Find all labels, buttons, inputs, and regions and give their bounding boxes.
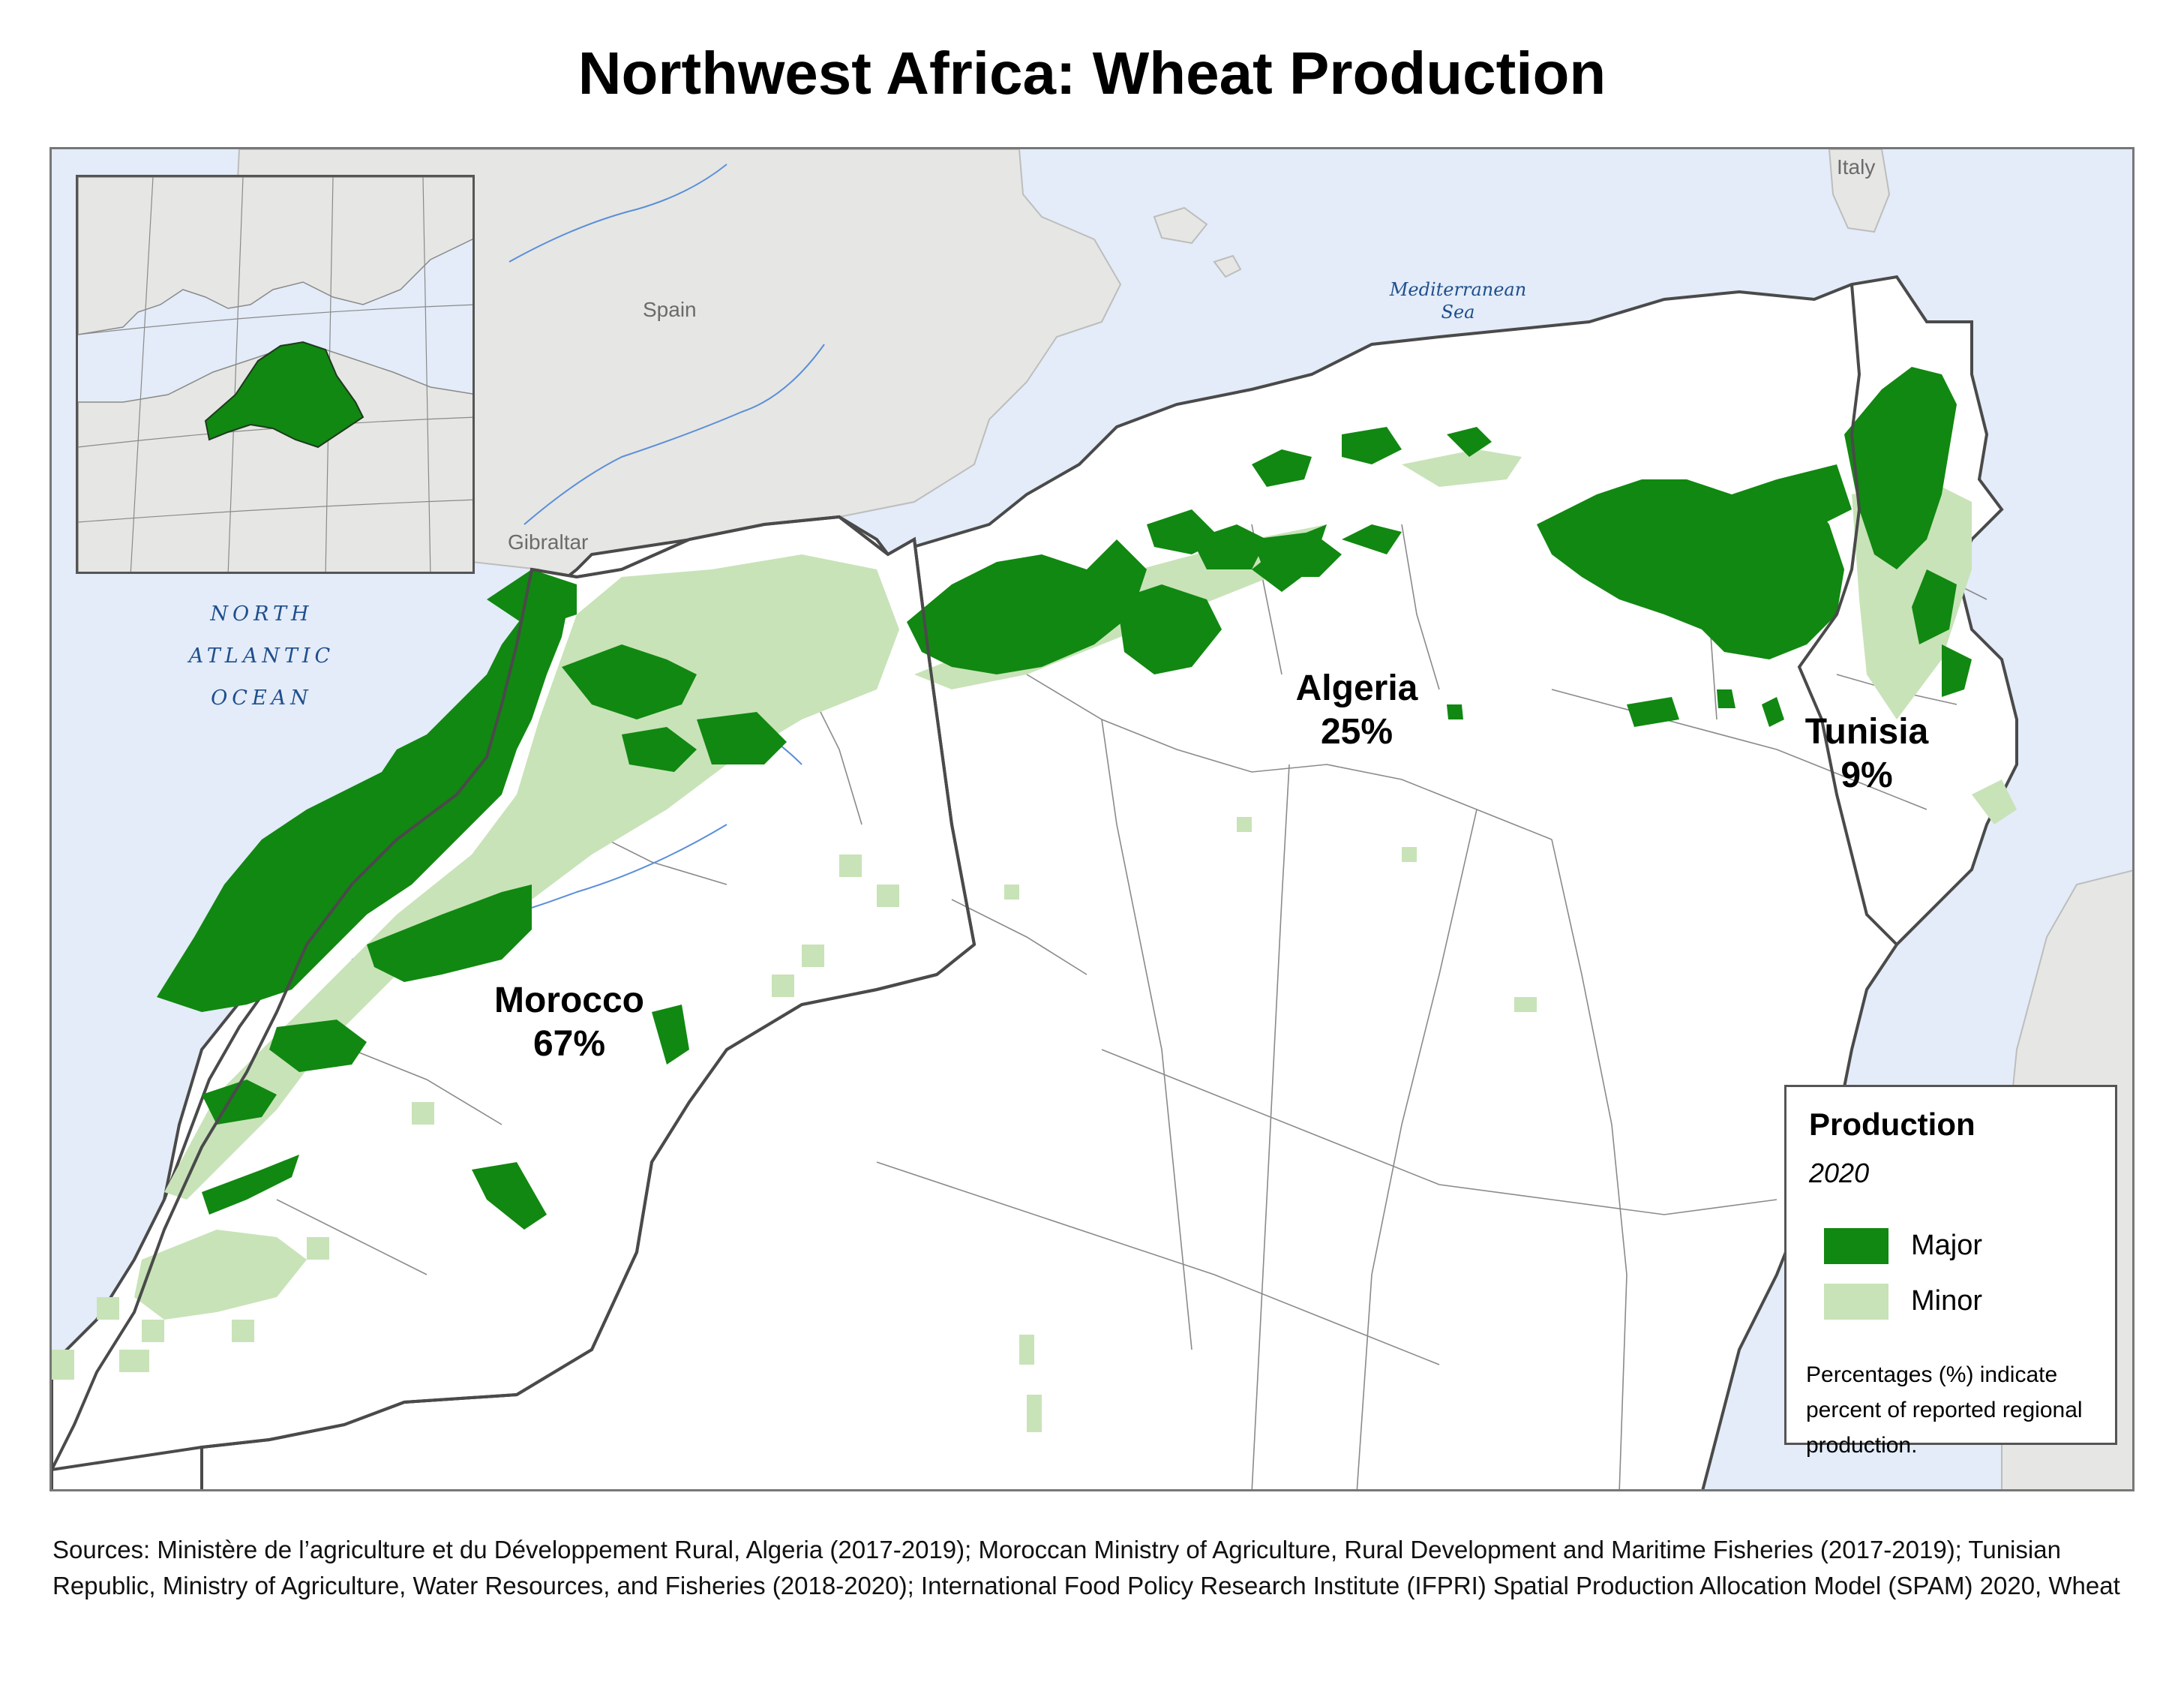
country-borders bbox=[52, 284, 1898, 1489]
locator-inset bbox=[76, 175, 475, 574]
legend-swatch-minor bbox=[1824, 1284, 1888, 1320]
sardinia bbox=[1828, 149, 1891, 233]
legend-swatch-major bbox=[1824, 1228, 1888, 1264]
legend-label-minor: Minor bbox=[1911, 1285, 1983, 1317]
map-frame: Spain Italy Gibraltar Mediterranean Sea … bbox=[50, 147, 2134, 1491]
legend-year: 2020 bbox=[1809, 1158, 1870, 1188]
mediterranean-sea-label: Mediterranean Sea bbox=[1389, 279, 1527, 323]
gibraltar-label: Gibraltar bbox=[508, 530, 589, 554]
major-production-areas bbox=[157, 367, 1972, 1230]
spain-river-2 bbox=[524, 344, 825, 525]
legend: Production 2020 Major Minor Percentages … bbox=[1784, 1085, 2117, 1458]
tunisia-label: Tunisia 9% bbox=[1804, 712, 1929, 795]
inset-map bbox=[78, 177, 472, 572]
balearic-island-2 bbox=[1213, 254, 1242, 278]
italy-label: Italy bbox=[1837, 155, 1876, 179]
algeria-label: Algeria 25% bbox=[1295, 668, 1418, 752]
spain-river bbox=[508, 164, 728, 263]
legend-title: Production bbox=[1809, 1107, 1976, 1142]
map-title: Northwest Africa: Wheat Production bbox=[578, 40, 1606, 107]
sources-text: Sources: Ministère de l’agriculture et d… bbox=[52, 1536, 2120, 1599]
morocco-label: Morocco 67% bbox=[494, 981, 644, 1064]
main-map bbox=[52, 149, 2132, 1489]
spain-label: Spain bbox=[643, 298, 697, 321]
balearic-island bbox=[1153, 206, 1208, 245]
legend-label-major: Major bbox=[1911, 1230, 1983, 1261]
legend-note: Percentages (%) indicate percent of repo… bbox=[1806, 1362, 2083, 1458]
atlantic-ocean-label: NORTH ATLANTIC OCEAN bbox=[188, 602, 335, 710]
